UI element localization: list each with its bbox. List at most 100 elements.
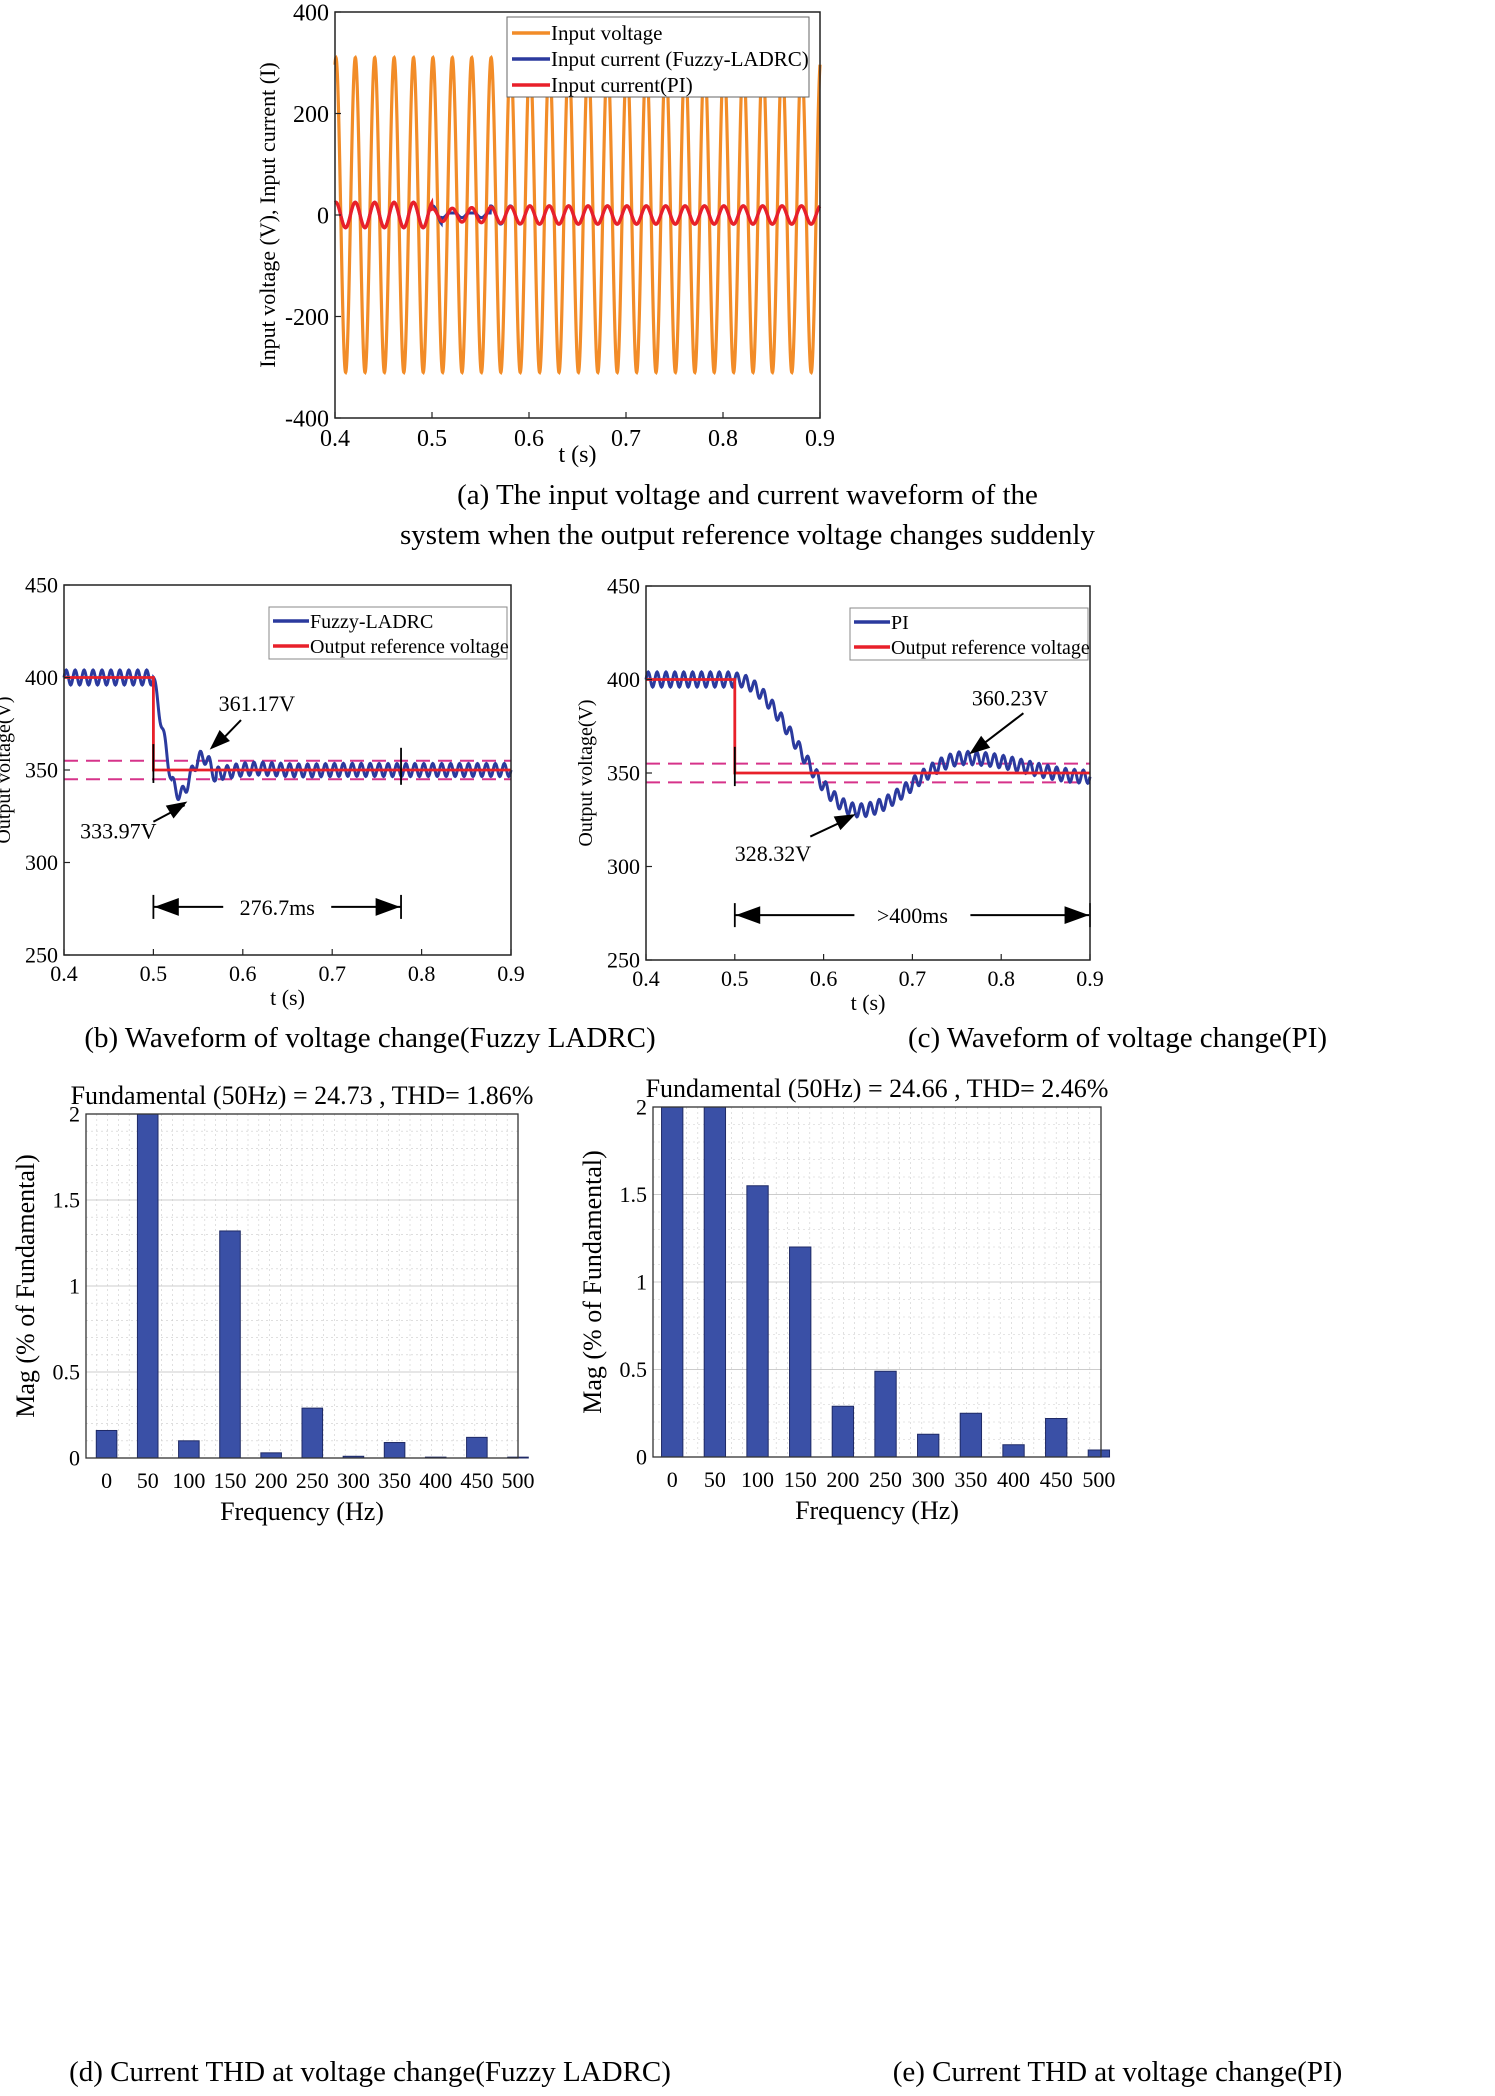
chart-a-ytick-label: 0 [317, 203, 329, 229]
chart-e-title: Fundamental (50Hz) = 24.66 , THD= 2.46% [646, 1074, 1109, 1103]
chart-d-xtick-label: 500 [502, 1468, 535, 1493]
chart-c-series-reference [646, 678, 1090, 775]
chart-b-ytick-label: 450 [25, 573, 58, 598]
chart-e-ylabel: Mag (% of Fundamental) [578, 1150, 607, 1414]
chart-e-ytick-label: 1 [636, 1270, 647, 1295]
chart-d-bar [178, 1440, 200, 1459]
chart-d-xtick-label: 150 [214, 1468, 247, 1493]
chart-e-group: 0 50 100 150 200 250 300 350 400 450 50000.511.52F… [578, 1074, 1115, 1525]
chart-c-ylabel: Output voltage(V) [575, 699, 597, 846]
chart-d-xtick-label: 0 [101, 1468, 112, 1493]
chart-c-legend: PI Output reference voltage [849, 607, 1090, 661]
chart-e-bar [746, 1185, 769, 1458]
chart-a-xlabel: t (s) [559, 442, 597, 468]
chart-b-ytick-label: 250 [25, 943, 58, 968]
chart-e-xtick-label: 450 [1040, 1467, 1073, 1492]
chart-d-bar [301, 1407, 324, 1459]
chart-d-xtick-label: 50 [137, 1468, 159, 1493]
chart-d-ytick-label: 0 [69, 1446, 80, 1471]
chart-b-peak-label: 361.17V [219, 691, 295, 716]
chart-a-xtick-label: 0.4 [320, 426, 350, 452]
series-current-pi [333, 197, 822, 230]
chart-e-xtick-label: 200 [826, 1467, 859, 1492]
chart-b-series-reference [64, 676, 511, 772]
chart-e-xtick-label: 400 [997, 1467, 1030, 1492]
series-input-voltage [333, 55, 822, 375]
chart-a-group: 0.4 0.5 0.6 0.7 0.8 0.9 -400 -200 0 200 400 t (s) In… [255, 0, 835, 468]
chart-c-legend-entry: PI [891, 612, 909, 634]
chart-b-xlabel: t (s) [270, 985, 305, 1010]
chart-b-ytick-label: 350 [25, 758, 58, 783]
chart-d-xtick-label: 250 [296, 1468, 329, 1493]
chart-e-xtick-label: 350 [954, 1467, 987, 1492]
chart-b-xtick-label: 0.8 [408, 961, 436, 986]
chart-e-bar [917, 1433, 940, 1458]
chart-b-duration-label: 276.7ms [240, 895, 315, 920]
chart-e-bar [703, 1106, 727, 1458]
chart-e-bar [959, 1412, 983, 1458]
caption-d: (d) Current THD at voltage change(Fuzzy … [69, 2056, 671, 2088]
chart-d-xtick-label: 450 [460, 1468, 493, 1493]
chart-c-peak-label: 360.23V [972, 686, 1049, 711]
chart-c-duration-label: >400ms [877, 903, 948, 928]
chart-d-xtick-label: 100 [172, 1468, 205, 1493]
chart-a-ytick-label: 200 [293, 102, 329, 128]
chart-e-bar [1087, 1449, 1111, 1458]
chart-b-duration-arrow-right [375, 897, 401, 916]
chart-a-legend-box [506, 16, 810, 98]
chart-d-ytick-label: 1.5 [53, 1188, 81, 1213]
chart-b-peak-arrow [209, 729, 230, 750]
caption-a: (a) The input voltage and current wavefo… [250, 475, 1245, 555]
chart-a-xtick-label: 0.6 [514, 426, 544, 452]
chart-d-group: 0 50 100 150 200 250 300 350 400 450 50000.511.52F… [11, 1081, 535, 1526]
caption-a-line2: system when the output reference voltage… [400, 519, 1095, 551]
chart-d-plot-frame [85, 1113, 519, 1459]
chart-a-ytick-label: 400 [293, 0, 329, 26]
chart-c-xtick-label: 0.7 [899, 966, 927, 991]
caption-e: (e) Current THD at voltage change(PI) [892, 2056, 1343, 2088]
chart-b-xtick-label: 0.7 [318, 961, 346, 986]
chart-c-peak-arrow [969, 735, 991, 755]
chart-d-bar [136, 1113, 159, 1459]
chart-d-bar [383, 1442, 406, 1459]
chart-d-ytick-label: 1 [69, 1274, 80, 1299]
chart-d-bar [95, 1429, 118, 1459]
chart-b-trough-label: 333.97V [80, 818, 157, 843]
chart-b-legend-entry: Fuzzy-LADRC [310, 611, 433, 633]
chart-e-bar [1045, 1418, 1068, 1458]
chart-e-xtick-label: 500 [1082, 1467, 1115, 1492]
chart-e-xtick-label: 100 [741, 1467, 774, 1492]
chart-d-ytick-label: 0.5 [53, 1360, 81, 1385]
chart-e-xtick-label: 250 [869, 1467, 902, 1492]
chart-b-ylabel: Output voltage(V) [0, 696, 15, 843]
chart-a-xtick-label: 0.8 [708, 426, 738, 452]
chart-a-ytick-label: -400 [285, 406, 329, 432]
chart-b-group: 276.7ms 361.17V 333.97V 0.4 0.5 0.6 0.7 0.8 0.9 2… [0, 573, 525, 1010]
chart-c-xtick-label: 0.4 [632, 966, 660, 991]
chart-b-legend-entry: Output reference voltage [310, 636, 509, 658]
chart-e-xtick-label: 300 [912, 1467, 945, 1492]
chart-c-group: >400ms 360.23V 328.32V 0.4 0.5 0.6 0.7 0.8 0.9 25… [575, 574, 1104, 1015]
chart-d-ylabel: Mag (% of Fundamental) [11, 1154, 40, 1418]
chart-c-xtick-label: 0.8 [987, 966, 1015, 991]
chart-d-ytick-label: 2 [69, 1102, 80, 1127]
chart-a-legend-entry: Input current (Fuzzy-LADRC) [551, 47, 809, 71]
chart-d-xtick-label: 400 [419, 1468, 452, 1493]
chart-e-bar [874, 1370, 897, 1458]
chart-c-ytick-label: 400 [607, 667, 640, 692]
chart-b-xtick-label: 0.9 [497, 961, 525, 986]
chart-b-legend: Fuzzy-LADRC Output reference voltage [268, 606, 509, 660]
chart-a-legend-entry: Input current(PI) [551, 73, 693, 97]
chart-b-xtick-label: 0.5 [140, 961, 168, 986]
chart-c-xtick-label: 0.9 [1076, 966, 1104, 991]
chart-d-bar [260, 1452, 282, 1459]
chart-a-ylabel: Input voltage (V), Input current (I) [255, 62, 280, 367]
chart-b-xtick-label: 0.4 [50, 961, 78, 986]
chart-b-peak-line [215, 719, 242, 747]
chart-e-bar [789, 1246, 812, 1458]
chart-b-trough-arrow [165, 801, 188, 819]
chart-c-ytick-label: 250 [607, 948, 640, 973]
chart-e-bar [1002, 1444, 1025, 1458]
